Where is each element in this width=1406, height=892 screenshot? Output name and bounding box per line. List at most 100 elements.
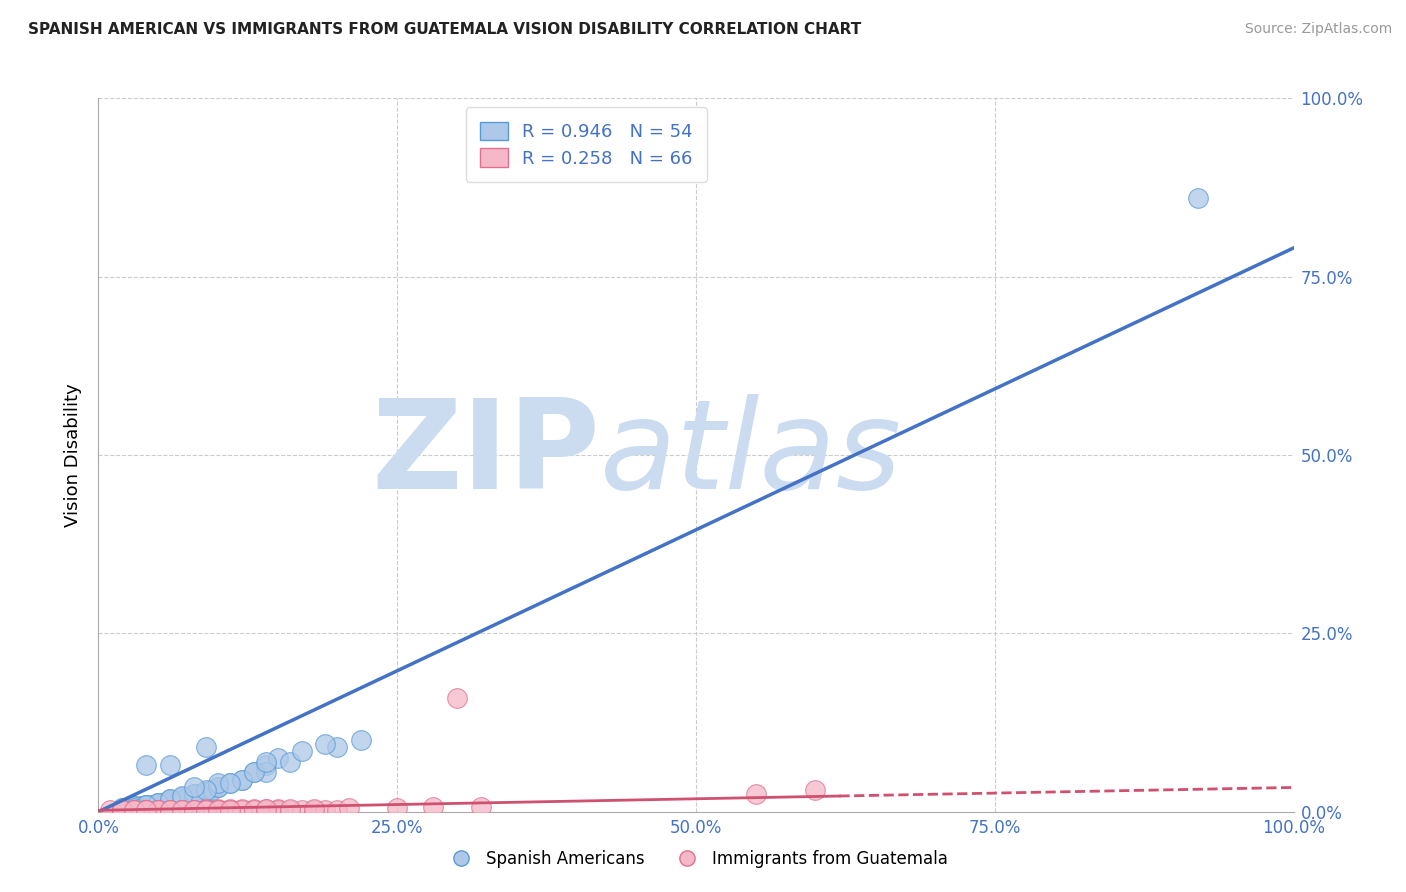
Point — [124, 803, 146, 817]
Text: Source: ZipAtlas.com: Source: ZipAtlas.com — [1244, 22, 1392, 37]
Point — [148, 796, 170, 810]
Point — [183, 803, 205, 817]
Point — [254, 765, 277, 780]
Point — [124, 803, 146, 817]
Point — [207, 780, 229, 794]
Point — [267, 751, 290, 765]
Point — [183, 787, 205, 801]
Point — [129, 799, 152, 814]
Point — [124, 799, 146, 814]
Point — [159, 803, 181, 817]
Point — [148, 803, 170, 817]
Point — [172, 803, 194, 817]
Point — [315, 737, 337, 751]
Point — [159, 803, 181, 817]
Text: ZIP: ZIP — [371, 394, 600, 516]
Point — [254, 802, 277, 816]
Point — [165, 794, 187, 808]
Point — [183, 789, 205, 803]
Point — [219, 776, 242, 790]
Point — [207, 803, 229, 817]
Point — [207, 803, 229, 817]
Point — [188, 787, 211, 801]
Point — [172, 789, 194, 803]
Point — [201, 783, 224, 797]
Point — [207, 780, 229, 794]
Point — [422, 800, 444, 814]
Point — [148, 796, 170, 810]
Point — [302, 803, 325, 817]
Point — [219, 803, 242, 817]
Point — [194, 785, 217, 799]
Point — [117, 801, 139, 815]
Point — [148, 803, 170, 817]
Point — [111, 801, 134, 815]
Point — [254, 755, 277, 769]
Point — [243, 802, 266, 816]
Point — [207, 803, 229, 817]
Point — [243, 765, 266, 780]
Point — [183, 803, 205, 817]
Point — [207, 776, 229, 790]
Point — [135, 803, 157, 817]
Point — [302, 802, 325, 816]
Point — [194, 803, 217, 817]
Point — [350, 733, 373, 747]
Point — [159, 792, 181, 806]
Point — [159, 803, 181, 817]
Point — [183, 780, 205, 794]
Point — [194, 803, 217, 817]
Point — [267, 802, 290, 816]
Point — [326, 740, 349, 755]
Point — [183, 803, 205, 817]
Point — [111, 803, 134, 817]
Point — [385, 801, 409, 815]
Point — [111, 803, 134, 817]
Point — [159, 758, 181, 772]
Text: SPANISH AMERICAN VS IMMIGRANTS FROM GUATEMALA VISION DISABILITY CORRELATION CHAR: SPANISH AMERICAN VS IMMIGRANTS FROM GUAT… — [28, 22, 862, 37]
Point — [124, 799, 146, 814]
Point — [135, 797, 157, 812]
Point — [135, 803, 157, 817]
Point — [326, 803, 349, 817]
Point — [243, 803, 266, 817]
Point — [148, 796, 170, 810]
Point — [219, 776, 242, 790]
Point — [470, 799, 492, 814]
Point — [243, 765, 266, 780]
Point — [172, 803, 194, 817]
Point — [278, 802, 301, 816]
Point — [135, 797, 157, 812]
Point — [153, 796, 176, 810]
Point — [172, 803, 194, 817]
Point — [1187, 191, 1209, 205]
Point — [219, 802, 242, 816]
Point — [254, 802, 277, 816]
Point — [172, 803, 194, 817]
Point — [219, 803, 242, 817]
Point — [290, 803, 312, 817]
Point — [231, 802, 253, 816]
Point — [124, 801, 146, 815]
Point — [804, 783, 827, 797]
Point — [148, 803, 170, 817]
Point — [337, 801, 360, 815]
Point — [135, 803, 157, 817]
Point — [290, 744, 312, 758]
Point — [124, 803, 146, 817]
Text: atlas: atlas — [600, 394, 903, 516]
Point — [194, 740, 217, 755]
Point — [446, 690, 468, 705]
Point — [111, 803, 134, 817]
Point — [98, 803, 122, 817]
Point — [148, 803, 170, 817]
Point — [194, 783, 217, 797]
Point — [172, 790, 194, 805]
Point — [254, 803, 277, 817]
Point — [177, 790, 200, 805]
Point — [172, 792, 194, 806]
Point — [231, 803, 253, 817]
Point — [194, 802, 217, 816]
Point — [183, 787, 205, 801]
Point — [183, 803, 205, 817]
